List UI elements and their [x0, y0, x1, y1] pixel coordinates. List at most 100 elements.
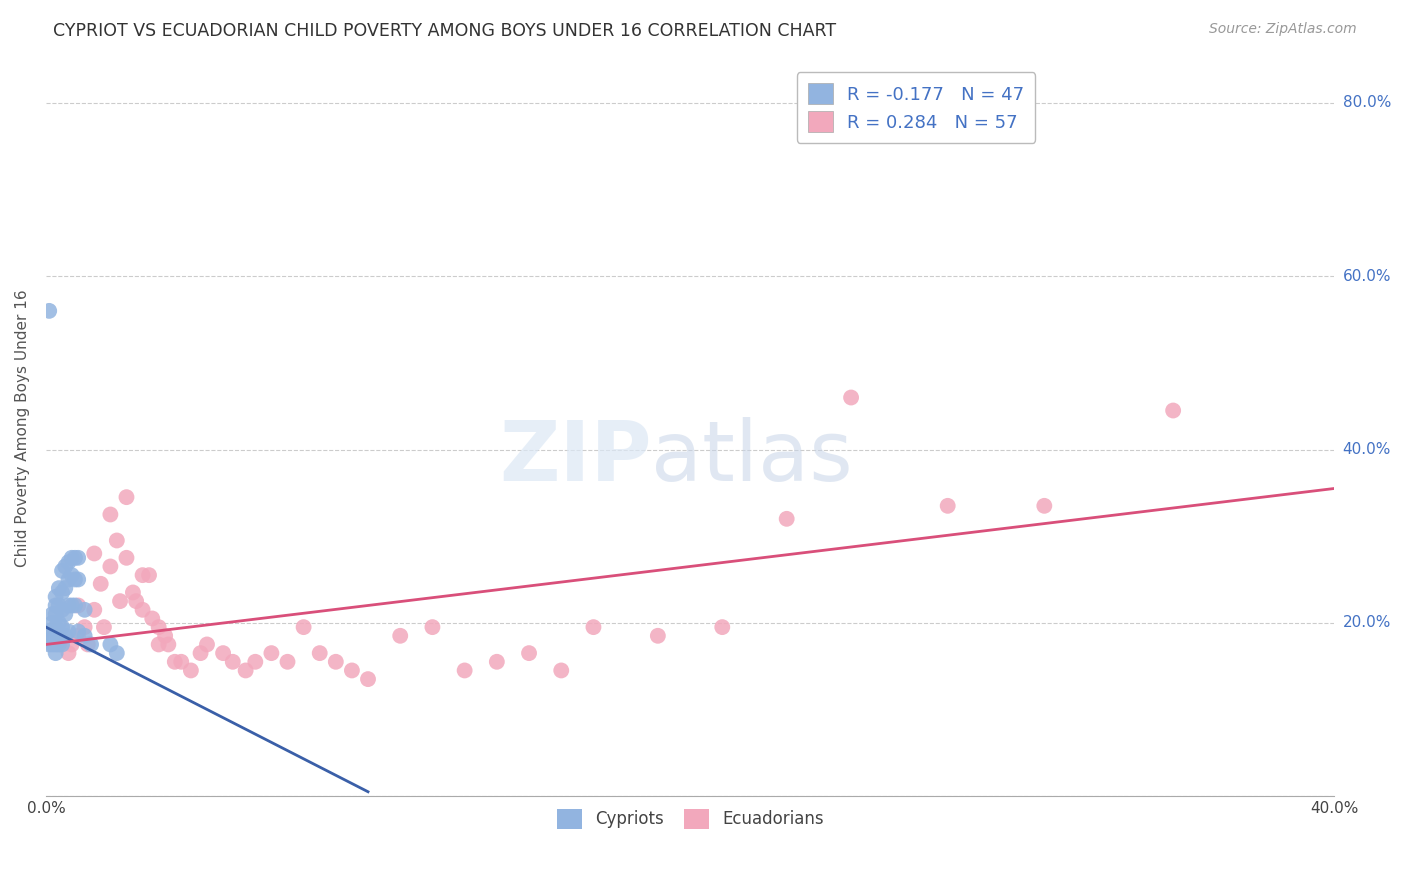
Point	[63, 550, 86, 565]
Point	[100, 508, 122, 522]
Point	[839, 391, 862, 405]
Point	[357, 672, 380, 686]
Point	[58, 555, 80, 569]
Point	[180, 664, 202, 678]
Point	[58, 573, 80, 587]
Point	[45, 590, 67, 604]
Point	[1161, 403, 1184, 417]
Point	[45, 620, 67, 634]
Point	[936, 499, 959, 513]
Point	[170, 655, 193, 669]
Point	[222, 655, 245, 669]
Point	[100, 637, 122, 651]
Point	[148, 620, 170, 634]
Point	[138, 568, 160, 582]
Point	[60, 550, 83, 565]
Point	[485, 655, 508, 669]
Point	[292, 620, 315, 634]
Point	[141, 611, 163, 625]
Point	[53, 607, 76, 621]
Legend: Cypriots, Ecuadorians: Cypriots, Ecuadorians	[550, 802, 831, 836]
Point	[51, 633, 73, 648]
Point	[63, 599, 86, 613]
Point	[45, 599, 67, 613]
Point	[776, 512, 799, 526]
Point	[125, 594, 148, 608]
Point	[235, 664, 257, 678]
Point	[245, 655, 267, 669]
Point	[148, 637, 170, 651]
Point	[41, 624, 63, 639]
Point	[83, 603, 105, 617]
Point	[51, 620, 73, 634]
Point	[1033, 499, 1056, 513]
Point	[67, 599, 90, 613]
Point	[58, 646, 80, 660]
Point	[58, 599, 80, 613]
Point	[51, 603, 73, 617]
Point	[45, 637, 67, 651]
Point	[190, 646, 212, 660]
Point	[48, 637, 70, 651]
Point	[163, 655, 186, 669]
Point	[41, 637, 63, 651]
Point	[58, 624, 80, 639]
Text: Source: ZipAtlas.com: Source: ZipAtlas.com	[1209, 22, 1357, 37]
Point	[48, 581, 70, 595]
Point	[60, 568, 83, 582]
Point	[517, 646, 540, 660]
Point	[131, 568, 153, 582]
Text: CYPRIOT VS ECUADORIAN CHILD POVERTY AMONG BOYS UNDER 16 CORRELATION CHART: CYPRIOT VS ECUADORIAN CHILD POVERTY AMON…	[53, 22, 837, 40]
Point	[73, 603, 96, 617]
Point	[105, 533, 128, 548]
Point	[308, 646, 330, 660]
Point	[48, 629, 70, 643]
Point	[115, 490, 138, 504]
Point	[157, 637, 180, 651]
Point	[38, 624, 60, 639]
Point	[131, 603, 153, 617]
Point	[53, 581, 76, 595]
Text: ZIP: ZIP	[499, 417, 651, 498]
Point	[45, 646, 67, 660]
Point	[76, 637, 98, 651]
Text: 20.0%: 20.0%	[1343, 615, 1391, 631]
Point	[45, 629, 67, 643]
Point	[53, 559, 76, 574]
Point	[41, 615, 63, 630]
Point	[51, 637, 73, 651]
Point	[60, 637, 83, 651]
Text: 80.0%: 80.0%	[1343, 95, 1391, 111]
Point	[53, 629, 76, 643]
Point	[453, 664, 475, 678]
Y-axis label: Child Poverty Among Boys Under 16: Child Poverty Among Boys Under 16	[15, 289, 30, 566]
Point	[389, 629, 412, 643]
Point	[80, 637, 103, 651]
Text: 40.0%: 40.0%	[1343, 442, 1391, 457]
Point	[41, 607, 63, 621]
Point	[83, 546, 105, 560]
Point	[195, 637, 218, 651]
Point	[67, 624, 90, 639]
Point	[115, 550, 138, 565]
Point	[38, 633, 60, 648]
Point	[51, 564, 73, 578]
Point	[153, 629, 176, 643]
Point	[38, 304, 60, 318]
Point	[325, 655, 347, 669]
Point	[647, 629, 669, 643]
Text: atlas: atlas	[651, 417, 853, 498]
Point	[340, 664, 363, 678]
Point	[38, 637, 60, 651]
Point	[67, 573, 90, 587]
Point	[45, 607, 67, 621]
Point	[276, 655, 298, 669]
Point	[122, 585, 145, 599]
Point	[73, 620, 96, 634]
Point	[550, 664, 572, 678]
Point	[63, 573, 86, 587]
Point	[67, 629, 90, 643]
Point	[48, 615, 70, 630]
Point	[260, 646, 283, 660]
Point	[73, 629, 96, 643]
